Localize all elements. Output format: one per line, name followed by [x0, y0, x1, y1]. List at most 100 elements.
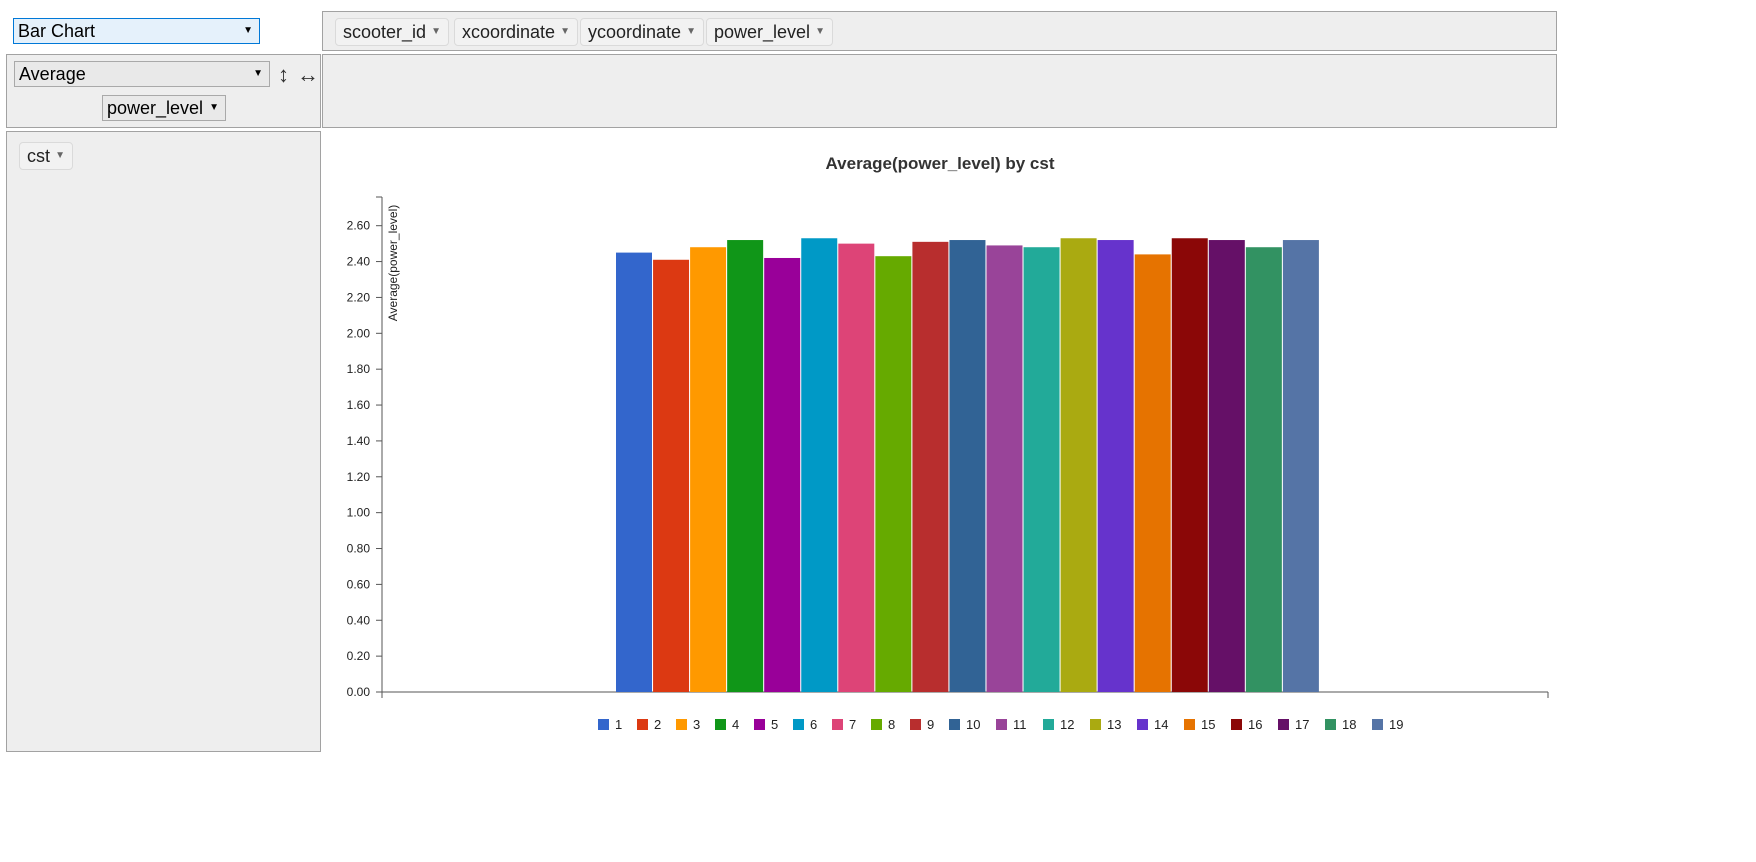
legend-label: 7: [849, 717, 856, 732]
triangle-down-icon[interactable]: ▼: [431, 26, 442, 37]
column-fields-area: scooter_id ▼ xcoordinate ▼ ycoordinate ▼…: [322, 11, 1557, 51]
legend-label: 1: [615, 717, 622, 732]
legend-label: 16: [1248, 717, 1262, 732]
legend-label: 9: [927, 717, 934, 732]
column-header-area: [322, 54, 1557, 128]
field-pill-ycoordinate[interactable]: ycoordinate ▼: [580, 18, 705, 46]
y-tick-label: 1.80: [347, 362, 371, 376]
bar-18[interactable]: [1245, 247, 1282, 692]
triangle-down-icon[interactable]: ▼: [686, 26, 697, 37]
y-tick-label: 2.00: [347, 326, 371, 340]
row-fields-area: cst ▼: [6, 131, 321, 752]
legend-label: 11: [1013, 717, 1027, 732]
y-tick-label: 2.40: [347, 255, 371, 269]
legend-label: 12: [1060, 717, 1074, 732]
renderer-select-value: Bar Chart: [18, 21, 96, 41]
bar-8[interactable]: [875, 256, 912, 692]
bar-5[interactable]: [764, 257, 801, 692]
legend-label: 3: [693, 717, 700, 732]
y-tick-label: 0.20: [347, 649, 371, 663]
aggregator-panel: Average ▼ ↕ ↔ power_level ▼: [6, 54, 321, 128]
y-tick-label: 0.60: [347, 577, 371, 591]
aggregator-attribute-select[interactable]: power_level ▼: [102, 95, 226, 121]
bar-1[interactable]: [616, 252, 652, 692]
bar-17[interactable]: [1208, 240, 1245, 692]
field-pill-cst[interactable]: cst ▼: [19, 142, 74, 170]
legend-label: 15: [1201, 717, 1215, 732]
bar-10[interactable]: [949, 240, 986, 692]
legend-label: 13: [1107, 717, 1121, 732]
triangle-down-icon[interactable]: ▼: [815, 26, 826, 37]
legend-swatch: [1372, 719, 1383, 730]
bar-9[interactable]: [912, 241, 949, 692]
y-tick-label: 1.60: [347, 398, 371, 412]
chevron-down-icon: ▼: [253, 68, 263, 79]
renderer-select[interactable]: Bar Chart ▼: [13, 18, 260, 44]
field-pill-label: cst: [27, 146, 51, 166]
bar-4[interactable]: [727, 240, 764, 692]
legend-label: 4: [732, 717, 739, 732]
legend-swatch: [1231, 719, 1242, 730]
field-pill-power-level[interactable]: power_level ▼: [706, 18, 834, 46]
legend-swatch: [1090, 719, 1101, 730]
legend-swatch: [715, 719, 726, 730]
legend-swatch: [910, 719, 921, 730]
bar-6[interactable]: [801, 238, 838, 692]
legend-swatch: [1043, 719, 1054, 730]
aggregator-attribute-label: power_level: [107, 98, 204, 118]
legend-swatch: [949, 719, 960, 730]
vertical-arrow-icon[interactable]: ↕: [278, 62, 289, 87]
y-tick-label: 1.40: [347, 434, 371, 448]
bar-2[interactable]: [653, 259, 690, 692]
y-tick-label: 1.00: [347, 506, 371, 520]
legend-label: 14: [1154, 717, 1168, 732]
legend-label: 5: [771, 717, 778, 732]
y-tick-label: 1.20: [347, 470, 371, 484]
bar-13[interactable]: [1060, 238, 1097, 692]
field-pill-label: power_level: [714, 22, 811, 42]
field-pill-label: scooter_id: [343, 22, 427, 42]
legend-label: 17: [1295, 717, 1309, 732]
legend-label: 6: [810, 717, 817, 732]
legend-swatch: [996, 719, 1007, 730]
y-ticks: 0.00 0.20 0.40 0.60 0.80 1.00 1.20 1.40 1.60 1.80…: [347, 219, 382, 699]
legend-swatch: [754, 719, 765, 730]
legend-label: 18: [1342, 717, 1356, 732]
y-tick-label: 0.00: [347, 685, 371, 699]
field-pill-scooter-id[interactable]: scooter_id ▼: [335, 18, 450, 46]
legend-label: 8: [888, 717, 895, 732]
legend-swatch: [1278, 719, 1289, 730]
bar-16[interactable]: [1171, 238, 1208, 692]
bar-chart: Average(power_level) by cst Average(powe…: [347, 154, 1549, 732]
legend-swatch: [832, 719, 843, 730]
legend-swatch: [871, 719, 882, 730]
bar-14[interactable]: [1097, 240, 1134, 692]
y-axis-label: Average(power_level): [386, 205, 400, 322]
legend-swatch: [793, 719, 804, 730]
bar-19[interactable]: [1282, 240, 1319, 692]
bars: [616, 238, 1319, 692]
legend: 1 2 3 4 5 6 7 8 9 10 11 12 13 14 15 16 17 18 19: [598, 717, 1403, 732]
legend-label: 2: [654, 717, 661, 732]
aggregator-select[interactable]: Average ▼: [14, 61, 270, 87]
y-tick-label: 0.40: [347, 613, 371, 627]
field-pill-label: ycoordinate: [588, 22, 682, 42]
field-pill-label: xcoordinate: [462, 22, 556, 42]
bar-11[interactable]: [986, 245, 1023, 692]
legend-label: 10: [966, 717, 980, 732]
y-tick-label: 0.80: [347, 542, 371, 556]
legend-swatch: [637, 719, 648, 730]
legend-swatch: [1137, 719, 1148, 730]
bar-7[interactable]: [838, 243, 875, 692]
field-pill-xcoordinate[interactable]: xcoordinate ▼: [454, 18, 579, 46]
bar-12[interactable]: [1023, 247, 1060, 692]
legend-swatch: [676, 719, 687, 730]
triangle-down-icon[interactable]: ▼: [560, 26, 571, 37]
bar-15[interactable]: [1134, 254, 1171, 692]
legend-label: 19: [1389, 717, 1403, 732]
chart-title: Average(power_level) by cst: [826, 154, 1055, 173]
horizontal-arrow-icon[interactable]: ↔: [297, 62, 319, 87]
legend-swatch: [598, 719, 609, 730]
triangle-down-icon[interactable]: ▼: [55, 150, 66, 161]
bar-3[interactable]: [690, 247, 727, 692]
